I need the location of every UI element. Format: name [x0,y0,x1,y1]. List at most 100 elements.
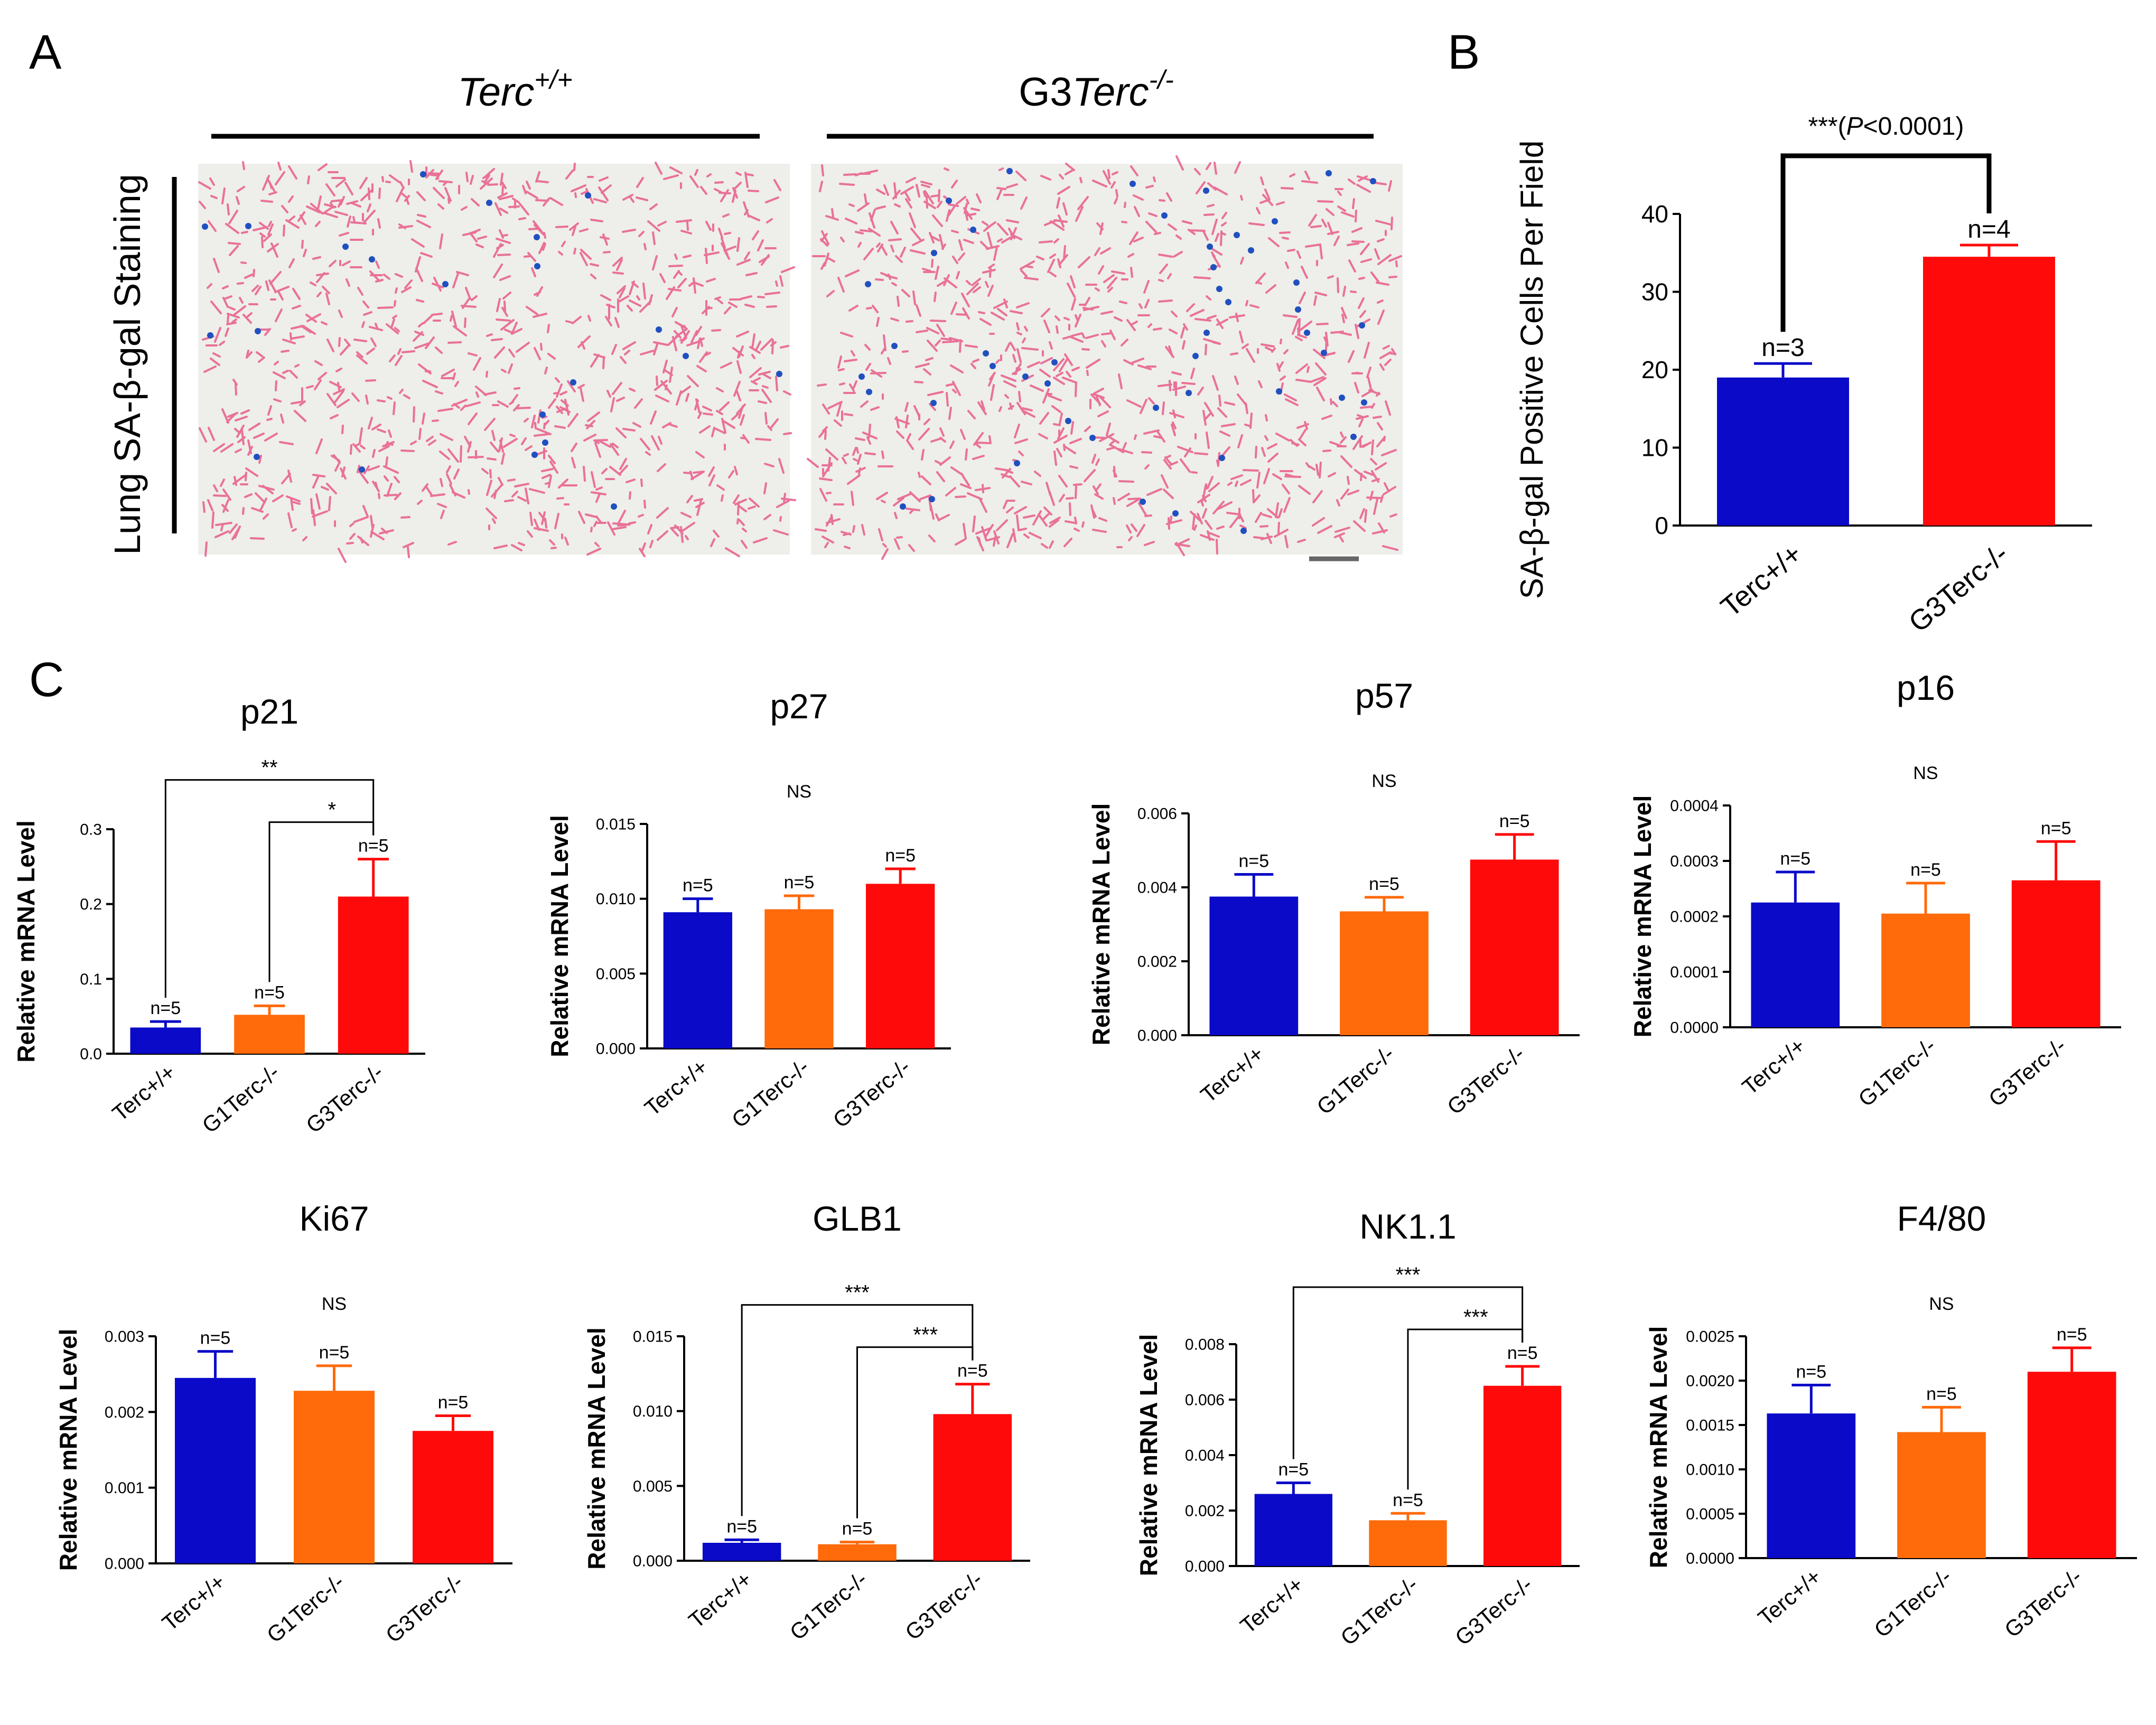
sa-beta-gal-positive-cell [929,496,935,502]
n-label: n=5 [1369,874,1399,894]
n-label: n=5 [1507,1343,1538,1363]
y-axis-label: Relative mRNA Level [1135,1334,1162,1576]
y-tick-label: 0.2 [80,896,102,913]
x-tick-label: G3Terc-/- [381,1569,468,1648]
bar-g1terc- [234,1015,305,1054]
y-tick-label: 0.000 [633,1553,673,1570]
y-tick-label: 0.004 [1137,879,1177,897]
sa-beta-gal-positive-cell [858,373,865,380]
x-tick-label: G1Terc-/- [1312,1041,1399,1120]
chart-ki67: Ki67 Relative mRNA Level 0.000 0.001 0.002 0.… [54,1199,512,1647]
sa-beta-gal-positive-cell [946,198,952,204]
bar-g1terc- [1369,1520,1447,1566]
x-tick-label: Terc+/+ [684,1567,757,1633]
chart-nk1-1: NK1.1 Relative mRNA Level 0.000 0.002 0.004 0… [1135,1207,1580,1650]
group-label-terc-wt: Terc+/+ [458,65,572,115]
n-label: n=5 [1926,1384,1957,1404]
tissue-texture [807,155,1402,560]
bar-terc- [1254,1494,1332,1566]
sa-beta-gal-positive-cell [1014,460,1020,466]
y-tick-label: 40 [1641,200,1668,228]
n-label: n=5 [319,1343,350,1363]
y-axis-label: Relative mRNA Level [546,815,573,1057]
chart-glb1: GLB1 Relative mRNA Level 0.000 0.005 0.010 0.… [583,1199,1030,1645]
sa-beta-gal-positive-cell [1216,286,1222,292]
sa-beta-gal-positive-cell [1207,243,1213,250]
bar-g3terc- [1923,257,2055,526]
sa-beta-gal-positive-cell [1051,359,1058,365]
sa-beta-gal-positive-cell [1044,380,1051,387]
n-label: n=5 [726,1516,757,1536]
x-tick-label: G3Terc-/- [900,1567,987,1645]
sa-beta-gal-positive-cell [1361,399,1367,406]
y-tick-label: 30 [1641,278,1668,306]
chart-f4-80: F4/80 Relative mRNA Level 0.0000 0.0005 0.00… [1645,1199,2137,1642]
chart-p57: p57 Relative mRNA Level 0.000 0.002 0.004 0.0… [1087,676,1580,1119]
n-label: n=3 [1761,334,1804,362]
sa-beta-gal-positive-cell [1276,388,1282,395]
bar-g3terc- [413,1431,493,1563]
bar-g3terc- [933,1414,1012,1561]
sa-beta-gal-positive-cell [534,234,540,240]
sa-beta-gal-positive-cell [255,328,261,334]
bar-terc- [1767,1413,1856,1558]
n-label: n=5 [1910,860,1941,880]
sa-beta-gal-positive-cell [900,503,906,510]
sa-beta-gal-positive-cell [990,363,996,369]
x-tick-label: Terc+/+ [640,1054,713,1121]
sa-beta-gal-positive-cell [683,353,689,359]
panel-label-b: B [1448,25,1480,79]
sa-beta-gal-positive-cell [420,171,426,177]
sa-beta-gal-positive-cell [1186,390,1192,396]
sa-beta-gal-positive-cell [369,256,375,262]
sa-beta-gal-positive-cell [542,439,548,446]
significance-bracket [164,779,375,998]
y-tick-label: 0.010 [596,890,636,908]
x-tick-label: G1Terc-/- [1854,1033,1940,1112]
sa-beta-gal-positive-cell [891,343,898,349]
significance-bracket [1407,1328,1524,1490]
y-tick-label: 0.000 [105,1555,144,1573]
sa-beta-gal-positive-cell [1321,350,1327,356]
chart-title: F4/80 [1897,1199,1986,1238]
sa-beta-gal-positive-cell [570,379,576,386]
bar-terc- [130,1027,201,1054]
sa-beta-gal-positive-cell [1153,405,1159,411]
sa-beta-gal-positive-cell [611,503,617,510]
n-label: n=5 [200,1328,231,1348]
chart-panel-b: SA-β-gal Positive Cells Per Field 0 10 20 30… [1514,112,2092,639]
bar-terc- [1717,377,1849,526]
sa-beta-gal-positive-cell [1326,170,1332,176]
y-tick-label: 0.0000 [1670,1019,1719,1037]
bar-g1terc- [1340,911,1429,1035]
y-tick-label: 0.002 [1137,953,1177,971]
n-label: n=5 [842,1519,873,1539]
sa-beta-gal-positive-cell [983,350,989,357]
y-tick-label: 0.0005 [1686,1506,1734,1523]
bar-g1terc- [818,1544,897,1561]
chart-title: p21 [240,692,298,731]
sa-beta-gal-positive-cell [486,200,492,206]
x-tick-label: G3Terc-/- [1903,538,2014,639]
sa-beta-gal-positive-cell [970,227,976,233]
y-tick-label: 0.006 [1137,805,1177,823]
y-tick-label: 0.0020 [1686,1373,1734,1390]
n-label: n=5 [1278,1460,1309,1480]
chart-p21: p21 Relative mRNA Level 0.0 0.1 0.2 0.3 n=5 Ter… [12,692,425,1138]
sa-beta-gal-positive-cell [245,223,251,229]
chart-p27: p27 Relative mRNA Level 0.000 0.005 0.010 0.0… [546,687,951,1132]
y-tick-label: 0.000 [1185,1558,1225,1576]
sa-beta-gal-positive-cell [1130,181,1136,187]
x-tick-label: Terc+/+ [157,1569,230,1636]
sa-beta-gal-positive-cell [1225,299,1231,305]
bar-g3terc- [338,896,409,1054]
tissue-image-g3-terc-ko [807,155,1403,560]
n-label: n=4 [1967,215,2010,243]
y-tick-label: 0.005 [633,1478,673,1495]
y-tick-label: 0.001 [105,1479,144,1497]
n-label: n=5 [784,873,815,893]
bar-terc- [175,1377,256,1563]
histology-row-label: Lung SA-β-gal Staining [107,174,148,555]
y-tick-label: 0.015 [633,1328,673,1346]
sa-beta-gal-positive-cell [1192,353,1199,359]
